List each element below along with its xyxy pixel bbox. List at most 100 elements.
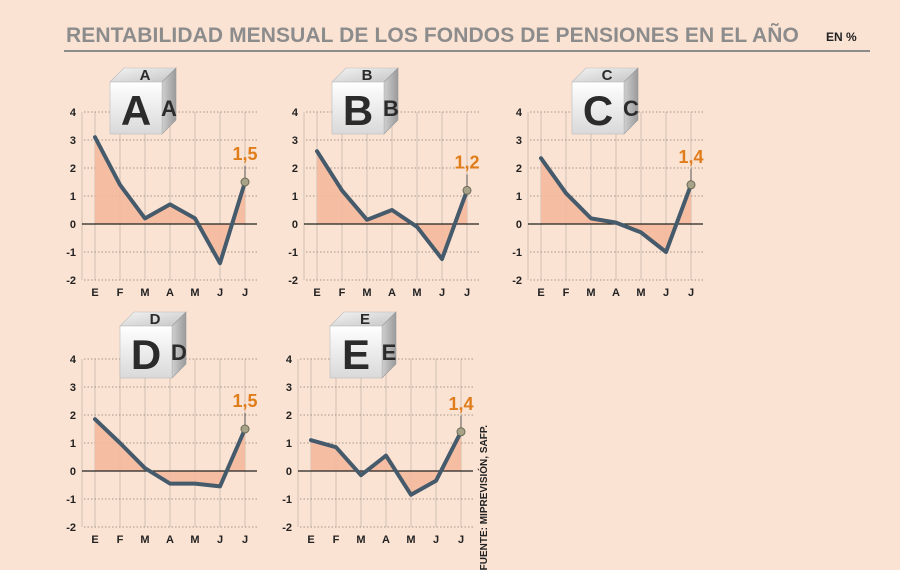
last-point-marker	[240, 177, 250, 187]
last-value-label: 1,4	[448, 394, 473, 414]
y-tick-label: 0	[70, 466, 76, 478]
fund-cube-b: BBB	[331, 67, 399, 135]
x-tick-label: E	[91, 534, 98, 546]
cube-front	[329, 325, 383, 379]
x-tick-label: A	[166, 534, 174, 546]
y-tick-label: -2	[66, 275, 76, 287]
y-tick-label: 3	[292, 135, 298, 147]
x-tick-label: E	[307, 534, 314, 546]
y-tick-label: 1	[70, 191, 76, 203]
last-point-marker	[240, 424, 250, 434]
y-tick-label: -2	[282, 522, 292, 534]
y-tick-label: 0	[292, 219, 298, 231]
x-tick-label: J	[217, 534, 223, 546]
y-tick-label: 3	[516, 135, 522, 147]
y-tick-label: 4	[286, 354, 293, 366]
fund-cube-e: EEE	[329, 311, 397, 379]
y-tick-label: 3	[286, 382, 292, 394]
x-tick-label: J	[464, 287, 470, 299]
x-tick-label: A	[388, 287, 396, 299]
x-tick-label: M	[586, 287, 595, 299]
area-fill	[311, 431, 461, 495]
cube-letter: D	[131, 331, 161, 378]
last-point-marker	[462, 185, 472, 195]
chart-fund-c: 4 3 2 1 0 -1 -2 1,4 E F M A M J J CCC	[512, 67, 703, 299]
x-tick-label: A	[382, 534, 390, 546]
x-tick-label: J	[688, 287, 694, 299]
x-tick-label: J	[242, 287, 248, 299]
x-tick-label: M	[406, 534, 415, 546]
cube-front	[331, 81, 385, 135]
cube-letter-side: B	[383, 96, 399, 121]
x-tick-label: J	[433, 534, 439, 546]
cube-letter-top: B	[362, 67, 373, 84]
y-tick-label: -2	[66, 522, 76, 534]
y-tick-label: 0	[70, 219, 76, 231]
x-tick-label: E	[91, 287, 98, 299]
cube-letter-side: A	[161, 96, 177, 121]
y-tick-label: 0	[286, 466, 292, 478]
cube-letter: E	[342, 331, 370, 378]
cube-front	[109, 81, 163, 135]
series-line	[315, 149, 469, 261]
area-fill	[95, 419, 245, 487]
area-fill	[541, 158, 691, 252]
fund-cube-a: AAA	[109, 67, 177, 135]
y-tick-label: 3	[70, 135, 76, 147]
last-point-marker	[686, 180, 696, 190]
chart-fund-d: 4 3 2 1 0 -1 -2 1,5 E F M A M J J DDD	[66, 311, 257, 546]
title-rule	[64, 50, 870, 52]
y-tick-label: 2	[70, 410, 76, 422]
y-tick-label: -1	[282, 494, 292, 506]
cube-letter-top: D	[150, 311, 161, 328]
cube-front	[119, 325, 173, 379]
y-tick-label: 0	[516, 219, 522, 231]
y-tick-label: -2	[288, 275, 298, 287]
y-tick-label: 1	[292, 191, 298, 203]
x-tick-label: M	[190, 287, 199, 299]
x-tick-label: J	[458, 534, 464, 546]
cube-letter: A	[121, 87, 151, 134]
x-tick-label: E	[537, 287, 544, 299]
x-tick-label: J	[663, 287, 669, 299]
series-line	[539, 156, 693, 254]
cube-letter-top: C	[602, 67, 613, 84]
x-tick-label: F	[563, 287, 570, 299]
y-tick-label: 4	[70, 107, 77, 119]
y-tick-label: 1	[516, 191, 522, 203]
cube-letter-top: E	[360, 311, 370, 328]
y-tick-label: 2	[286, 410, 292, 422]
x-tick-label: F	[117, 534, 124, 546]
x-tick-label: M	[636, 287, 645, 299]
y-tick-label: -2	[512, 275, 522, 287]
cube-letter: B	[343, 87, 373, 134]
cube-letter-side: C	[623, 96, 639, 121]
last-value-label: 1,2	[454, 152, 479, 172]
x-tick-label: M	[140, 534, 149, 546]
y-tick-label: -1	[66, 494, 76, 506]
y-tick-label: -1	[512, 247, 522, 259]
page-title: RENTABILIDAD MENSUAL DE LOS FONDOS DE PE…	[66, 24, 799, 47]
fund-cube-c: CCC	[571, 67, 639, 135]
cube-letter-side: D	[171, 340, 187, 365]
x-tick-label: M	[362, 287, 371, 299]
last-value-label: 1,4	[678, 147, 703, 167]
cube-letter-side: E	[382, 340, 397, 365]
y-tick-label: -1	[66, 247, 76, 259]
y-tick-label: 3	[70, 382, 76, 394]
y-tick-label: -1	[288, 247, 298, 259]
x-tick-label: J	[217, 287, 223, 299]
last-point-marker	[456, 427, 466, 437]
fund-cube-d: DDD	[119, 311, 187, 379]
y-tick-label: 1	[286, 438, 292, 450]
x-tick-label: E	[313, 287, 320, 299]
y-tick-label: 2	[292, 163, 298, 175]
y-tick-label: 4	[70, 354, 77, 366]
y-tick-label: 4	[516, 107, 523, 119]
x-tick-label: F	[333, 534, 340, 546]
y-tick-label: 4	[292, 107, 299, 119]
last-value-label: 1,5	[232, 144, 257, 164]
